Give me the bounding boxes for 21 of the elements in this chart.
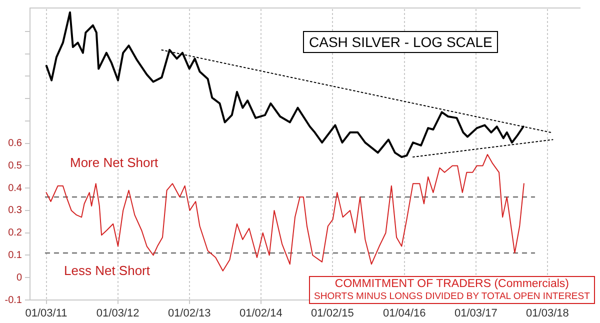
x-tick-label: 01/02/14: [239, 308, 282, 320]
text: CASH SILVER - LOG SCALE: [309, 34, 492, 50]
text: SHORTS MINUS LONGS DIVIDED BY TOTAL OPEN INTEREST: [314, 291, 590, 302]
x-tick-label: 01/03/11: [25, 308, 68, 320]
y-tick-label: 0.6: [8, 138, 22, 150]
y-tick-label: 0.4: [8, 182, 22, 194]
x-tick-label: 01/02/15: [311, 308, 354, 320]
x-tick-label: 01/03/12: [96, 308, 140, 320]
y-tick-label: 0.1: [8, 250, 22, 261]
x-tick-label: 01/03/17: [454, 308, 498, 320]
y-tick-label: -0.1: [4, 294, 22, 306]
x-tick-label: 01/03/18: [526, 308, 569, 320]
annotation: Less Net Short: [64, 263, 150, 278]
y-tick-label: 0.2: [8, 228, 22, 239]
y-tick-label: 0.5: [8, 160, 22, 172]
x-tick-label: 01/04/16: [382, 308, 426, 320]
y-tick-label: 0: [16, 272, 22, 284]
text: COMMITMENT OF TRADERS (Commercials): [334, 278, 570, 290]
annotation: More Net Short: [70, 155, 158, 170]
x-tick-label: 01/02/13: [168, 308, 211, 320]
y-tick-label: 0.3: [8, 205, 22, 216]
